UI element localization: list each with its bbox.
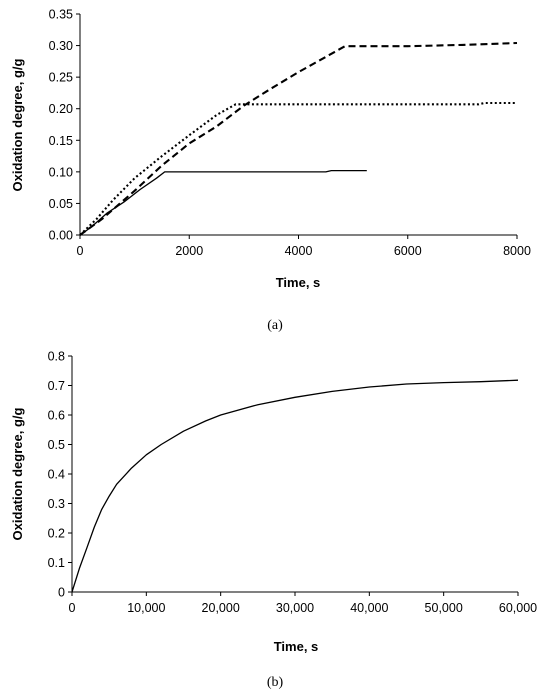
y-tick-label: 0.30: [49, 39, 73, 53]
y-tick-label: 0.1: [48, 556, 65, 570]
x-tick-label: 50,000: [425, 601, 463, 615]
y-tick-label: 0.05: [49, 197, 73, 211]
chart-a-caption: (a): [267, 318, 283, 333]
y-tick-label: 0.6: [48, 409, 65, 423]
y-tick-label: 0.4: [48, 468, 65, 482]
chart-b: 0 0.1 0.2 0.3 0.4 0.5 0.6 0.7 0.8 0 10,000 20,000 30…: [10, 350, 537, 691]
x-tick-label: 10,000: [127, 601, 165, 615]
y-tick-label: 0.20: [49, 102, 73, 116]
y-tick-label: 0.00: [49, 229, 73, 243]
x-tick-label: 20,000: [202, 601, 240, 615]
x-tick-label: 2000: [175, 244, 203, 258]
y-tick-label: 0.2: [48, 527, 65, 541]
series-line-dotted: [79, 101, 517, 236]
x-tick-label: 4000: [285, 244, 313, 258]
chart-b-y-axis-title: Oxidation degree, g/g: [10, 407, 25, 540]
y-tick-label: 0.25: [49, 71, 73, 85]
y-tick-label: 0.15: [49, 134, 73, 148]
chart-a-x-axis-title: Time, s: [276, 275, 321, 290]
x-tick-label: 30,000: [276, 601, 314, 615]
y-tick-label: 0.10: [49, 165, 73, 179]
chart-b-x-axis-title: Time, s: [274, 639, 319, 654]
y-tick-label: 0.7: [48, 379, 65, 393]
y-tick-label: 0: [58, 586, 65, 600]
y-tick-label: 0.3: [48, 497, 65, 511]
x-tick-label: 8000: [503, 244, 531, 258]
x-tick-label: 6000: [394, 244, 422, 258]
x-tick-label: 40,000: [350, 601, 388, 615]
chart-a-y-axis-title: Oxidation degree, g/g: [10, 58, 25, 191]
x-tick-label: 0: [77, 244, 84, 258]
y-tick-label: 0.35: [49, 8, 73, 22]
series-line-dashed: [79, 41, 518, 236]
y-tick-label: 0.8: [48, 350, 65, 364]
chart-b-caption: (b): [267, 675, 284, 690]
y-tick-label: 0.5: [48, 438, 65, 452]
series-line-solid: [79, 169, 367, 236]
x-tick-label: 60,000: [499, 601, 537, 615]
chart-b-plot-area: 0 0.1 0.2 0.3 0.4 0.5 0.6 0.7 0.8 0 10,000 20,000 30…: [48, 350, 538, 616]
series-line-solid: [71, 379, 519, 593]
chart-a-plot-area: 0.00 0.05 0.10 0.15 0.20 0.25 0.30 0.35 0 2000 400…: [49, 8, 531, 259]
x-tick-label: 0: [69, 601, 76, 615]
chart-a: 0.00 0.05 0.10 0.15 0.20 0.25 0.30 0.35 0 2000 400…: [10, 8, 531, 334]
